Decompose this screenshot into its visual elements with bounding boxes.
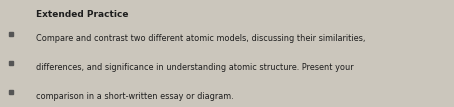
Text: differences, and significance in understanding atomic structure. Present your: differences, and significance in underst… <box>36 63 354 72</box>
Text: Extended Practice: Extended Practice <box>36 10 129 19</box>
Text: Compare and contrast two different atomic models, discussing their similarities,: Compare and contrast two different atomi… <box>36 34 366 43</box>
Text: comparison in a short-written essay or diagram.: comparison in a short-written essay or d… <box>36 92 234 101</box>
